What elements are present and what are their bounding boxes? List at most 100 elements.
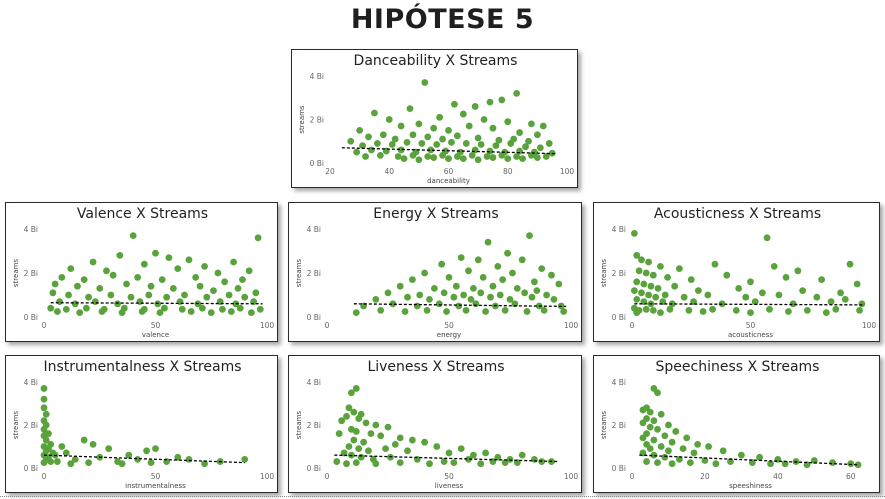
data-point — [818, 276, 825, 283]
data-point — [107, 291, 115, 299]
data-point — [438, 260, 446, 268]
data-point — [145, 291, 153, 299]
data-point — [47, 304, 55, 312]
data-point — [109, 271, 117, 279]
data-point — [639, 419, 647, 427]
data-point — [71, 300, 79, 308]
data-point — [152, 445, 159, 453]
data-point — [457, 445, 465, 453]
data-point — [416, 291, 424, 299]
data-point — [498, 151, 506, 159]
data-point — [396, 282, 404, 290]
data-point — [501, 459, 509, 467]
data-point — [89, 440, 97, 448]
data-point — [433, 141, 441, 148]
data-point — [185, 456, 193, 463]
x-tick-label: 20 — [325, 167, 335, 176]
data-point — [474, 134, 482, 142]
data-point — [360, 438, 367, 446]
data-point — [129, 232, 137, 239]
data-point — [519, 155, 526, 163]
data-point — [236, 304, 244, 312]
data-point — [424, 153, 432, 160]
data-point — [245, 267, 253, 275]
data-point — [494, 453, 502, 461]
data-point — [53, 458, 61, 465]
data-point — [477, 289, 485, 297]
data-point — [210, 287, 217, 294]
data-point — [409, 131, 417, 139]
y-tick-label: 2 Bi — [307, 421, 321, 430]
trend-line — [43, 454, 245, 464]
data-point — [647, 282, 655, 290]
data-point — [676, 456, 683, 463]
data-point — [528, 120, 535, 128]
data-point — [409, 436, 416, 444]
data-point — [377, 307, 385, 314]
data-point — [518, 451, 526, 459]
data-point — [501, 307, 509, 314]
data-point — [147, 282, 155, 290]
data-point — [533, 287, 541, 294]
data-point — [654, 425, 661, 433]
chart-title: Energy X Streams — [373, 206, 498, 222]
data-point — [439, 135, 446, 143]
data-point — [372, 296, 380, 303]
data-point — [385, 116, 393, 123]
data-point — [367, 430, 375, 437]
x-tick-label: 50 — [151, 472, 161, 481]
data-point — [225, 291, 233, 299]
x-tick-label: 60 — [846, 472, 856, 481]
x-axis-title: energy — [437, 331, 461, 339]
y-tick-label: 0 Bi — [307, 313, 321, 322]
data-point — [134, 274, 142, 281]
data-point — [338, 417, 346, 425]
data-point — [352, 459, 360, 467]
y-axis-title: streams — [600, 411, 608, 440]
data-point — [89, 258, 97, 266]
y-tick-label: 2 Bi — [24, 421, 38, 430]
data-point — [540, 307, 548, 314]
data-point — [468, 151, 476, 159]
x-axis-title: valence — [142, 331, 169, 339]
page-title: HIPÓTESE 5 — [350, 4, 535, 35]
data-point — [477, 141, 485, 148]
data-point — [359, 142, 366, 149]
data-point — [646, 408, 654, 416]
trend-line — [341, 147, 556, 155]
data-point — [343, 413, 350, 420]
chart-acousticness-svg: Acousticness X Streams 0 Bi 2 Bi 4 Bi 0 50 100… — [600, 206, 876, 339]
data-point — [406, 105, 414, 113]
data-point — [221, 278, 229, 286]
y-tick-label: 0 Bi — [310, 159, 324, 168]
chart-instrumentalness-svg: Instrumentalness X Streams 0 Bi 2 Bi 4 Bi 0 5… — [12, 359, 274, 490]
data-point — [53, 308, 61, 315]
data-point — [523, 308, 531, 315]
data-point — [174, 265, 182, 272]
data-point — [504, 118, 512, 126]
data-point — [347, 137, 355, 145]
data-point — [247, 309, 255, 316]
data-point — [494, 263, 502, 270]
data-point — [40, 395, 48, 403]
data-point — [460, 291, 468, 299]
data-point — [643, 458, 650, 465]
y-tick-label: 2 Bi — [24, 269, 38, 278]
data-point — [732, 307, 740, 314]
data-point — [518, 256, 526, 264]
data-point — [794, 267, 802, 275]
data-point — [163, 293, 171, 301]
data-point — [657, 410, 665, 418]
data-point — [377, 432, 385, 440]
data-point — [379, 131, 387, 139]
x-tick-label: 50 — [746, 321, 756, 330]
data-point — [661, 432, 669, 440]
data-point — [683, 434, 691, 442]
x-tick-label: 0 — [42, 472, 47, 481]
data-point — [480, 116, 488, 123]
data-point — [489, 124, 497, 132]
data-point — [58, 443, 66, 450]
data-point — [649, 271, 657, 279]
data-point — [169, 285, 177, 292]
data-point — [633, 309, 641, 316]
